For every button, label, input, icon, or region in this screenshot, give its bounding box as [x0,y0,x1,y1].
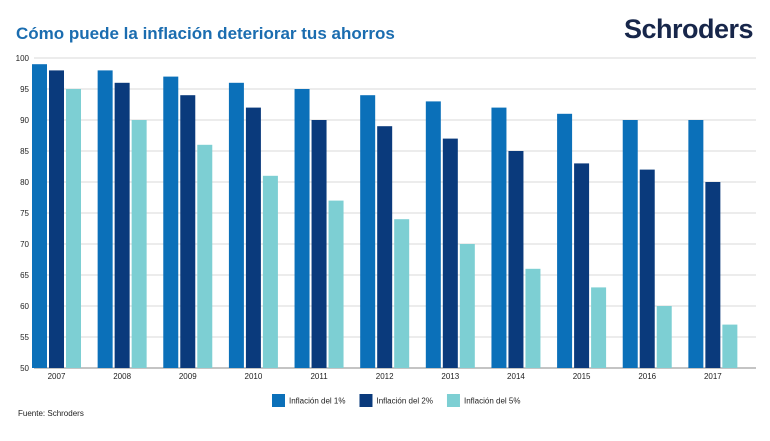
x-tick-label: 2016 [638,372,656,381]
x-tick-label: 2015 [573,372,591,381]
legend-swatch [359,394,373,407]
bar [66,89,81,368]
bar [180,95,196,368]
source-note: Fuente: Schroders [18,409,84,418]
y-tick-label: 90 [20,116,29,125]
legend-swatch [272,394,285,407]
y-tick-label: 50 [20,364,29,373]
bar [197,144,213,368]
bar [442,138,458,368]
y-tick-label: 65 [20,271,29,280]
bar [97,70,113,369]
bar [705,182,721,368]
bar [557,113,573,368]
y-tick-label: 60 [20,302,29,311]
bar [722,324,738,368]
bar [228,82,244,369]
bar [131,120,147,368]
legend-swatch [446,394,460,407]
x-tick-label: 2013 [441,372,459,381]
bar [32,64,47,368]
x-tick-label: 2014 [507,372,525,381]
legend-label: Inflación del 1% [289,397,345,406]
bar [459,244,475,368]
x-tick-label: 2007 [48,372,66,381]
bar [49,70,64,369]
bar [294,89,310,368]
y-tick-label: 75 [20,209,29,218]
bar [163,76,179,368]
bar [574,163,590,368]
schroders-logo: Schroders [624,14,754,44]
y-tick-label: 85 [20,147,29,156]
y-tick-label: 100 [16,54,30,63]
x-tick-label: 2008 [113,372,131,381]
bar [508,151,524,368]
x-tick-label: 2012 [376,372,394,381]
bar [591,287,607,368]
legend-label: Inflación del 5% [464,397,520,406]
y-tick-label: 80 [20,178,29,187]
x-tick-label: 2010 [245,372,263,381]
bar [688,120,704,368]
x-tick-label: 2009 [179,372,197,381]
y-tick-label: 55 [20,333,29,342]
chart-title: Cómo puede la inflación deteriorar tus a… [16,24,395,43]
bar [491,107,507,368]
y-tick-label: 70 [20,240,29,249]
bar [622,120,638,368]
bar [360,95,376,368]
bar [114,82,130,369]
bar [639,169,655,368]
x-tick-label: 2011 [310,372,328,381]
bar [377,126,393,368]
bar [245,107,261,368]
y-tick-label: 95 [20,85,29,94]
bar [656,306,672,368]
bar [394,219,410,368]
bar [311,120,327,368]
legend-label: Inflación del 2% [376,397,432,406]
x-tick-label: 2017 [704,372,722,381]
bar [425,101,441,369]
bar [262,175,278,368]
bar [525,268,541,368]
bar [328,200,344,368]
